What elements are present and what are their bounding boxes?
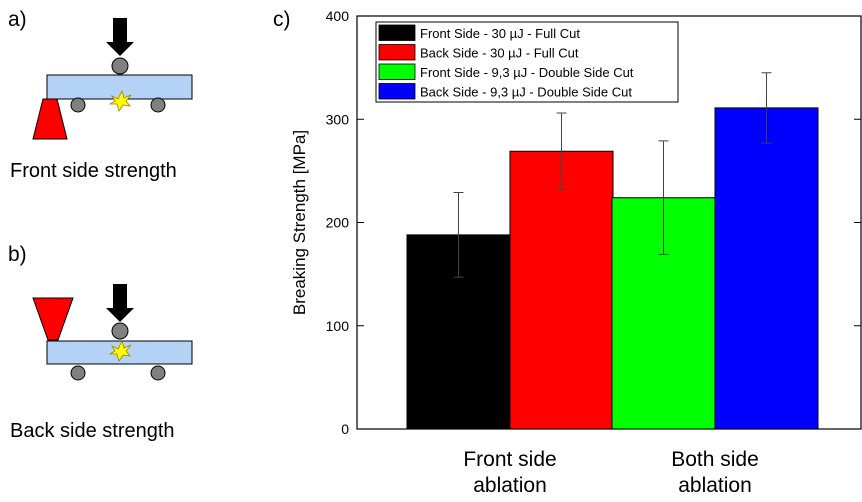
y-tick-label: 300 (326, 111, 350, 127)
bar (714, 107, 819, 430)
legend-swatch (378, 83, 416, 100)
legend-swatch (378, 24, 416, 41)
panel-label: a) (8, 8, 27, 31)
legend-label: Front Side - 30 µJ - Full Cut (420, 26, 580, 41)
legend-swatch (378, 63, 416, 80)
error-bar (658, 140, 669, 256)
x-tick-label: Both side ablation (671, 448, 759, 497)
chart: 0 100 200 300 400 Breaking Strength [MPa] Fron… (290, 8, 862, 437)
panel-label: c) (273, 8, 291, 31)
bar (509, 150, 614, 430)
y-tick-label: 100 (326, 318, 350, 334)
y-tick-label: 400 (326, 8, 350, 24)
error-bar (556, 112, 567, 190)
diagram-a (32, 18, 193, 140)
caption: Back side strength (10, 420, 175, 442)
diagram-b (32, 284, 193, 381)
legend-box (375, 21, 679, 103)
error-bar (453, 192, 464, 278)
x-tick-label: Front side ablation (463, 448, 557, 497)
y-tick-label: 200 (326, 215, 350, 231)
legend-label: Back Side - 9,3 µJ - Double Side Cut (420, 84, 632, 99)
panel-label: b) (8, 243, 27, 266)
error-bar (761, 72, 772, 144)
legend-swatch (378, 44, 416, 61)
caption: Front side strength (10, 160, 177, 182)
y-tick-label: 0 (341, 421, 349, 437)
y-axis-label: Breaking Strength [MPa] (290, 130, 309, 315)
legend-label: Front Side - 9,3 µJ - Double Side Cut (420, 65, 634, 80)
legend-label: Back Side - 30 µJ - Full Cut (420, 45, 579, 60)
